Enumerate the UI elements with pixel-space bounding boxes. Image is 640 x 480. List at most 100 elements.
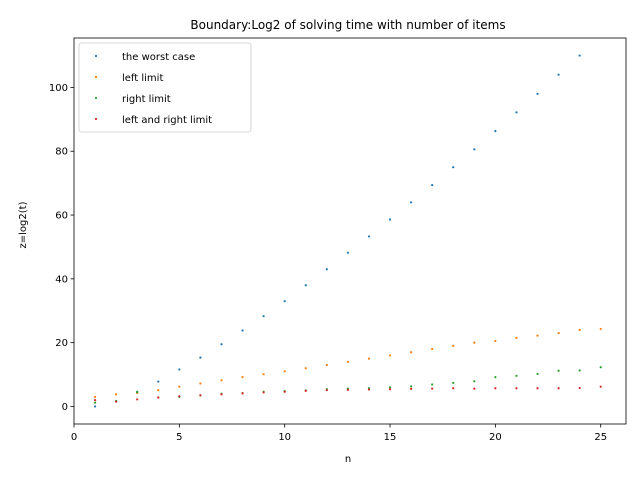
x-tick-label: 5 xyxy=(176,432,182,443)
data-point xyxy=(578,386,581,390)
data-point xyxy=(452,381,455,384)
data-point xyxy=(599,366,602,369)
y-tick-label: 100 xyxy=(49,83,68,94)
data-point xyxy=(536,387,539,390)
legend-marker xyxy=(94,96,98,100)
data-point xyxy=(178,368,181,371)
data-point xyxy=(515,111,518,114)
data-point xyxy=(199,382,202,385)
legend-label: left limit xyxy=(122,73,163,84)
x-tick-label: 10 xyxy=(278,432,291,443)
data-point xyxy=(93,401,97,404)
legend-marker xyxy=(94,75,98,79)
data-marks xyxy=(93,54,602,408)
data-point xyxy=(157,396,160,399)
data-point xyxy=(157,389,160,392)
y-tick-label: 0 xyxy=(62,402,68,413)
data-point xyxy=(515,374,518,377)
y-axis-label: z=log2(t) xyxy=(18,201,29,248)
data-point xyxy=(220,393,223,396)
legend-label: left and right limit xyxy=(122,115,212,126)
legend-label: the worst case xyxy=(122,52,195,63)
data-point xyxy=(93,398,97,402)
data-point xyxy=(536,372,539,376)
data-point xyxy=(452,166,455,169)
y-tick-label: 80 xyxy=(55,147,68,158)
data-point xyxy=(409,385,413,388)
data-point xyxy=(388,354,392,357)
data-point xyxy=(325,389,328,392)
data-point xyxy=(304,389,307,392)
data-point xyxy=(409,351,413,354)
data-point xyxy=(578,328,581,331)
data-point xyxy=(283,370,286,373)
data-point xyxy=(262,391,265,394)
data-point xyxy=(241,329,244,332)
data-point xyxy=(241,376,244,379)
data-point xyxy=(599,385,602,388)
legend-box xyxy=(78,42,252,133)
data-point xyxy=(494,130,497,133)
data-point xyxy=(136,398,139,401)
data-point xyxy=(178,385,181,388)
data-point xyxy=(557,369,560,372)
data-point xyxy=(431,387,434,390)
data-point xyxy=(557,387,560,390)
y-tick-label: 60 xyxy=(55,211,68,222)
data-point xyxy=(473,341,476,344)
data-point xyxy=(431,183,434,187)
data-point xyxy=(199,394,202,397)
data-point xyxy=(115,400,118,403)
data-point xyxy=(473,380,476,383)
legend-label: right limit xyxy=(122,94,171,105)
legend: the worst case left limit right limit left … xyxy=(78,42,252,133)
data-point xyxy=(367,235,371,238)
data-point xyxy=(367,357,371,360)
legend-marker xyxy=(94,117,98,121)
x-axis: 0 5 10 15 20 25 xyxy=(71,424,607,443)
data-point xyxy=(199,356,202,359)
data-point xyxy=(409,387,413,391)
data-point xyxy=(283,390,286,393)
data-point xyxy=(515,387,518,390)
data-point xyxy=(304,367,307,370)
series-1 xyxy=(93,327,602,398)
data-point xyxy=(178,395,181,398)
data-point xyxy=(473,148,476,151)
data-point xyxy=(473,387,476,390)
data-point xyxy=(136,390,139,394)
data-point xyxy=(431,347,434,351)
data-point xyxy=(220,379,223,382)
data-point xyxy=(578,54,581,57)
data-point xyxy=(325,268,328,271)
data-point xyxy=(409,201,413,204)
data-point xyxy=(494,376,497,379)
y-axis: 0 20 40 60 80 100 xyxy=(49,83,74,413)
series-2 xyxy=(93,366,602,404)
chart-title: Boundary:Log2 of solving time with numbe… xyxy=(190,18,505,32)
axes-frame xyxy=(73,37,627,425)
data-point xyxy=(536,334,539,337)
data-point xyxy=(93,405,97,408)
x-tick-label: 20 xyxy=(489,432,502,443)
data-point xyxy=(431,383,434,386)
data-point xyxy=(578,369,581,372)
data-point xyxy=(157,380,160,383)
data-point xyxy=(494,387,497,390)
data-point xyxy=(346,360,349,363)
x-tick-label: 15 xyxy=(384,432,397,443)
data-point xyxy=(346,388,349,391)
y-tick-label: 40 xyxy=(55,274,68,285)
data-point xyxy=(262,373,265,376)
data-point xyxy=(388,388,392,391)
x-tick-label: 0 xyxy=(71,432,77,443)
data-point xyxy=(115,393,118,396)
data-point xyxy=(388,386,392,389)
data-point xyxy=(367,388,371,391)
x-tick-label: 25 xyxy=(594,432,607,443)
data-point xyxy=(494,339,497,343)
data-point xyxy=(557,331,560,335)
data-point xyxy=(262,315,265,318)
x-axis-label: n xyxy=(345,454,351,465)
